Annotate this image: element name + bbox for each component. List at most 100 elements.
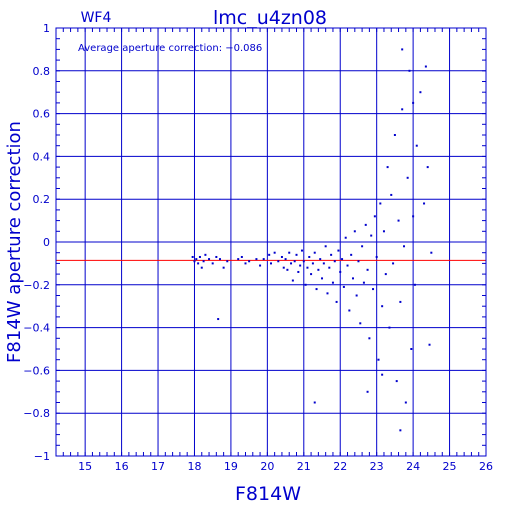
data-point bbox=[328, 266, 331, 269]
data-point bbox=[291, 279, 294, 282]
x-tick-label: 25 bbox=[443, 460, 457, 473]
x-tick-label: 21 bbox=[297, 460, 311, 473]
data-point bbox=[193, 260, 196, 263]
data-point bbox=[200, 266, 203, 269]
data-point bbox=[393, 134, 396, 136]
data-point bbox=[392, 262, 395, 265]
data-point bbox=[351, 277, 354, 280]
data-point bbox=[304, 283, 307, 286]
data-point bbox=[217, 318, 220, 321]
y-axis-ticks: −1 −0.8 −0.6 −0.4 −0.2 0 0.2 0.4 0.6 0.8 1 bbox=[23, 22, 486, 463]
data-point bbox=[268, 253, 271, 256]
data-point bbox=[324, 245, 327, 248]
y-tick-label: −0.4 bbox=[23, 322, 50, 335]
data-point bbox=[381, 305, 384, 308]
data-point bbox=[401, 48, 404, 51]
data-point bbox=[415, 144, 418, 147]
data-point bbox=[397, 219, 400, 222]
x-tick-label: 16 bbox=[115, 460, 129, 473]
data-point bbox=[423, 202, 426, 205]
data-point bbox=[388, 326, 391, 329]
x-axis-ticks: 15 16 17 18 19 20 21 22 23 24 25 26 bbox=[55, 28, 493, 473]
data-point bbox=[208, 258, 211, 261]
data-point bbox=[284, 258, 287, 261]
y-tick-label: 0.8 bbox=[33, 65, 51, 78]
data-point bbox=[202, 260, 205, 263]
data-point bbox=[379, 202, 382, 205]
data-point bbox=[299, 264, 302, 267]
data-point bbox=[408, 69, 411, 72]
chart-annotation: Average aperture correction: −0.086 bbox=[78, 43, 262, 54]
data-point bbox=[426, 166, 429, 169]
points-layer bbox=[191, 48, 433, 432]
data-point bbox=[428, 343, 431, 346]
data-point bbox=[333, 260, 336, 263]
y-tick-label: 0.2 bbox=[33, 193, 51, 206]
data-point bbox=[326, 292, 329, 295]
data-point bbox=[339, 270, 342, 273]
x-axis-label: F814W bbox=[235, 483, 301, 505]
data-point bbox=[373, 215, 376, 218]
data-point bbox=[361, 245, 364, 248]
data-point bbox=[370, 234, 373, 237]
data-point bbox=[424, 65, 427, 68]
data-point bbox=[399, 300, 402, 303]
data-point bbox=[342, 285, 345, 288]
data-point bbox=[248, 260, 251, 263]
data-point bbox=[280, 255, 283, 258]
y-tick-label: −0.8 bbox=[23, 407, 50, 420]
data-point bbox=[240, 255, 243, 258]
data-point bbox=[350, 253, 353, 256]
data-point bbox=[381, 373, 384, 376]
data-point bbox=[344, 236, 347, 239]
x-tick-label: 23 bbox=[370, 460, 384, 473]
data-point bbox=[410, 348, 413, 350]
y-tick-label: −1 bbox=[34, 450, 50, 463]
data-point bbox=[295, 253, 298, 256]
data-point bbox=[277, 260, 280, 263]
data-point bbox=[302, 260, 305, 263]
data-point bbox=[310, 273, 313, 276]
x-tick-label: 15 bbox=[78, 460, 92, 473]
data-point bbox=[406, 176, 409, 179]
x-tick-label: 20 bbox=[260, 460, 274, 473]
data-point bbox=[377, 358, 380, 361]
y-tick-label: 0.6 bbox=[33, 108, 51, 121]
data-point bbox=[293, 260, 296, 263]
data-point bbox=[282, 266, 285, 269]
y-axis-label: F814W aperture correction bbox=[4, 121, 25, 363]
data-point bbox=[222, 266, 225, 269]
data-point bbox=[313, 401, 316, 404]
data-point bbox=[390, 193, 393, 196]
data-point bbox=[395, 380, 398, 383]
data-point bbox=[341, 258, 344, 261]
data-point bbox=[297, 270, 300, 273]
data-point bbox=[306, 266, 309, 269]
data-point bbox=[386, 166, 389, 169]
data-point bbox=[348, 309, 351, 312]
data-point bbox=[262, 258, 265, 261]
y-tick-label: 0 bbox=[43, 236, 50, 249]
data-point bbox=[430, 251, 433, 254]
data-point bbox=[311, 262, 314, 265]
data-point bbox=[366, 390, 369, 393]
data-point bbox=[218, 258, 221, 261]
data-point bbox=[331, 281, 334, 284]
data-point bbox=[368, 337, 371, 340]
data-point bbox=[366, 268, 369, 271]
data-point bbox=[308, 255, 311, 258]
data-point bbox=[315, 288, 318, 291]
data-point bbox=[337, 249, 340, 252]
y-tick-label: 0.4 bbox=[33, 150, 51, 163]
data-point bbox=[313, 251, 316, 254]
data-point bbox=[244, 262, 247, 265]
data-point bbox=[357, 260, 360, 263]
data-point bbox=[322, 262, 325, 265]
data-point bbox=[321, 277, 324, 280]
data-point bbox=[198, 255, 201, 258]
data-point bbox=[270, 262, 272, 265]
data-point bbox=[384, 273, 387, 276]
data-point bbox=[359, 322, 362, 325]
